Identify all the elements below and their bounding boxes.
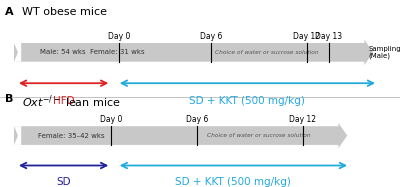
Text: Choice of water or sucrose solution: Choice of water or sucrose solution	[207, 133, 311, 138]
Text: Day 13: Day 13	[315, 32, 342, 41]
Text: B: B	[5, 94, 13, 103]
Text: Day 0: Day 0	[100, 115, 123, 124]
Text: Sampling
(Male): Sampling (Male)	[368, 46, 400, 59]
Text: Day 12: Day 12	[293, 32, 320, 41]
FancyArrow shape	[14, 123, 347, 148]
Text: WT obese mice: WT obese mice	[22, 7, 107, 17]
Polygon shape	[14, 126, 21, 145]
Text: Male: 54 wks  Female: 31 wks: Male: 54 wks Female: 31 wks	[40, 49, 144, 55]
Text: Choice of water or sucrose solution: Choice of water or sucrose solution	[214, 50, 318, 55]
Text: SD: SD	[56, 177, 71, 187]
Text: Day 6: Day 6	[200, 32, 222, 41]
Text: Female: 35–42 wks: Female: 35–42 wks	[38, 133, 104, 139]
Text: A: A	[5, 7, 14, 17]
Text: HFD: HFD	[53, 96, 74, 106]
Text: Day 12: Day 12	[290, 115, 316, 124]
Text: $\mathit{Oxt}^{-/-}$ lean mice: $\mathit{Oxt}^{-/-}$ lean mice	[22, 94, 121, 110]
Polygon shape	[14, 43, 21, 62]
FancyArrow shape	[14, 40, 373, 65]
Text: SD + KKT (500 mg/kg): SD + KKT (500 mg/kg)	[190, 96, 305, 106]
Text: Day 6: Day 6	[186, 115, 208, 124]
Text: Day 0: Day 0	[108, 32, 130, 41]
Text: SD + KKT (500 mg/kg): SD + KKT (500 mg/kg)	[176, 177, 291, 187]
